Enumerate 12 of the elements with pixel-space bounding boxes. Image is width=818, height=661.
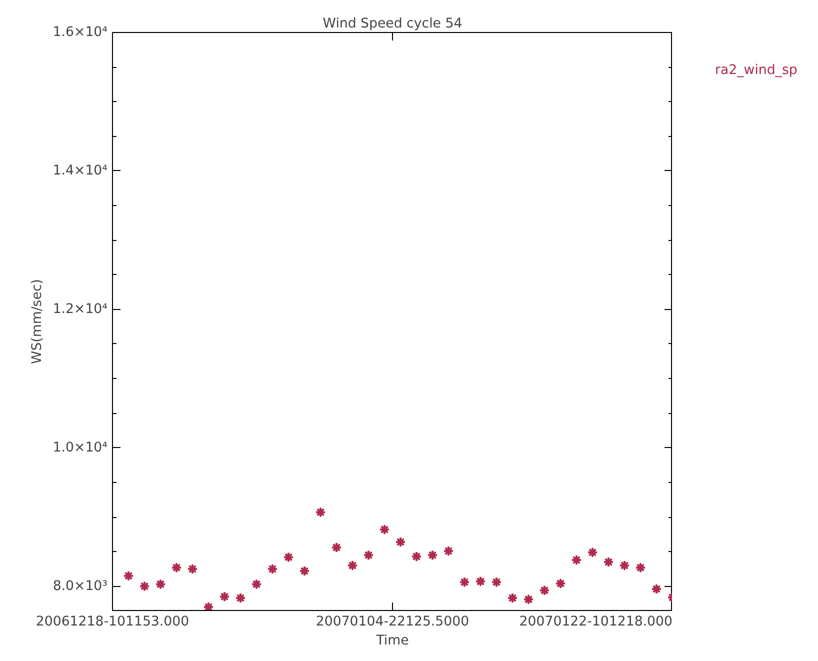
x-axis-title: Time xyxy=(375,634,409,648)
y-tick-label: 1.6×10⁴ xyxy=(52,25,108,40)
text: ra2_wind_sp xyxy=(715,62,798,78)
x-tick-label: 20061218-101153.000 xyxy=(36,614,190,630)
chart-title: Wind Speed cycle 54 xyxy=(322,16,462,32)
x-tick-label: 20070122-101218.000 xyxy=(519,614,672,630)
y-tick-label: 1.4×10⁴ xyxy=(52,163,108,178)
x-tick-label: 20070104-22125.5000 xyxy=(316,614,470,630)
y-axis-title: WS(mm/sec) xyxy=(30,279,45,364)
y-tick-label: 1.2×10⁴ xyxy=(52,302,108,317)
y-tick-label: 8.0×10³ xyxy=(52,578,108,594)
y-tick-label: 1.0×10⁴ xyxy=(52,440,108,456)
